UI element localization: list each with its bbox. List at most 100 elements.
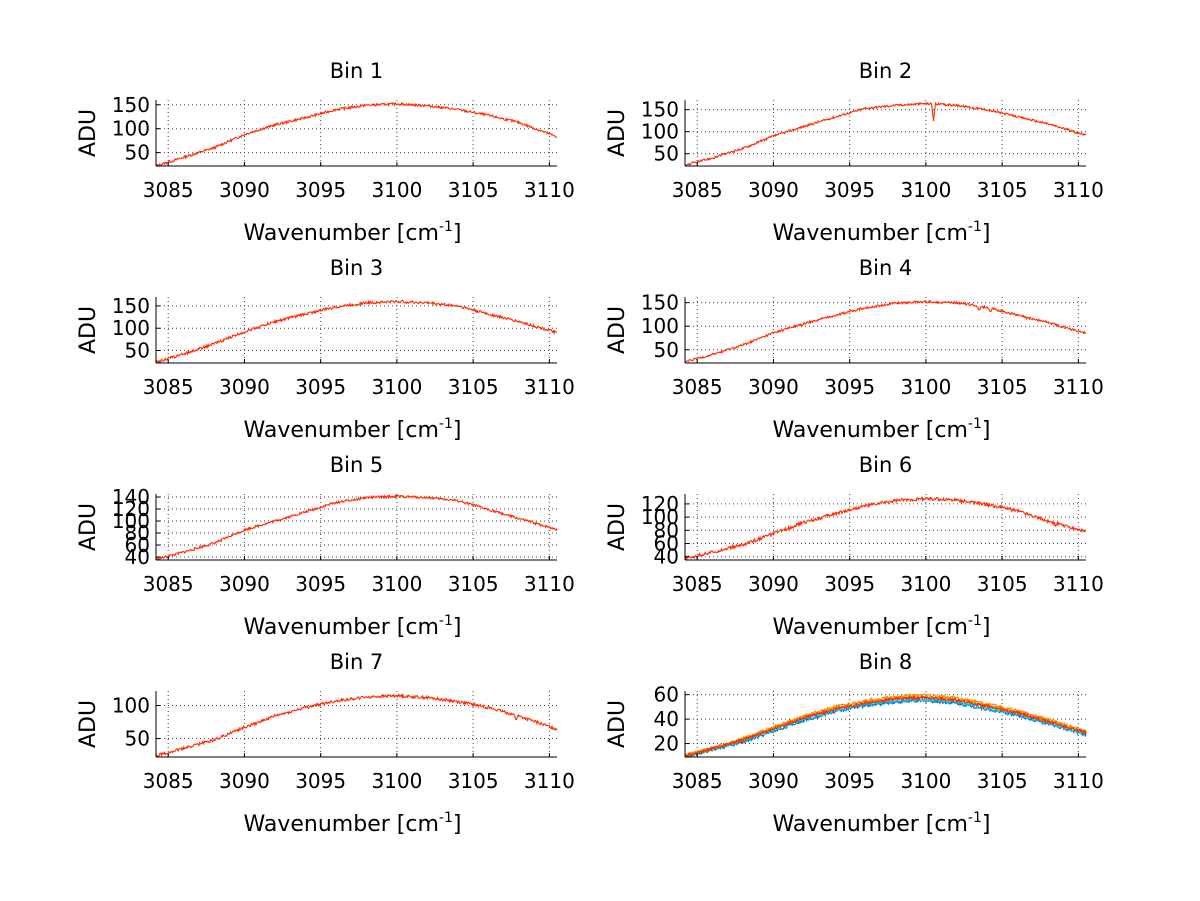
y-tick-label: 150 [112,93,150,117]
series-trace-b [684,696,1087,759]
x-tick-label: 3100 [371,375,422,399]
subplot-title: Bin 6 [859,453,913,477]
x-axis-label-end: ] [453,812,462,837]
x-tick-label: 3105 [448,572,499,596]
x-tick-label: 3110 [524,572,575,596]
x-tick-label: 3090 [748,178,799,202]
x-axis-label-exponent: -1 [439,416,453,432]
x-tick-label: 3110 [1053,572,1104,596]
y-tick-label: 50 [125,727,150,751]
x-tick-label: 3100 [371,178,422,202]
x-tick-label: 3085 [672,572,723,596]
y-axis-label: ADU [76,503,101,551]
x-axis-label-main: Wavenumber [cm [244,221,439,246]
x-tick-label: 3105 [977,572,1028,596]
x-tick-label: 3090 [219,178,270,202]
y-axis-label: ADU [605,109,630,157]
x-tick-label: 3100 [371,769,422,793]
series-trace [684,299,1087,363]
y-tick-label: 120 [641,492,679,516]
subplot-title: Bin 7 [330,650,384,674]
x-tick-label: 3110 [524,178,575,202]
y-axis-label: ADU [605,306,630,354]
series-trace-d [684,692,1087,758]
x-tick-label: 3090 [219,769,270,793]
subplot-bin-6: Bin 6 3085 3090 3095 3100 3105 3110 40608010012… [605,453,1104,640]
x-tick-label: 3110 [524,769,575,793]
x-tick-label: 3105 [977,375,1028,399]
subplot-title: Bin 5 [330,453,384,477]
y-tick-label: 80 [654,518,679,542]
y-axis-label: ADU [605,700,630,748]
x-tick-label: 3100 [900,375,951,399]
subplot-bin-5: Bin 5 3085 3090 3095 3100 3105 3110 40608010012… [76,453,575,640]
x-axis-label-exponent: -1 [968,219,982,235]
series-trace [684,495,1087,560]
x-tick-label: 3095 [295,178,346,202]
x-axis-label: Wavenumber [cm-1] [773,613,991,640]
y-tick-label: 100 [112,694,150,718]
x-axis-label-main: Wavenumber [cm [773,221,968,246]
series-trace-e [684,694,1087,759]
x-tick-label: 3105 [977,769,1028,793]
y-tick-label: 60 [125,533,150,557]
y-tick-label: 100 [641,120,679,144]
y-axis-label: ADU [76,700,101,748]
x-tick-label: 3105 [448,178,499,202]
x-axis-label-exponent: -1 [968,416,982,432]
series-trace [155,299,558,364]
x-axis-label-main: Wavenumber [cm [244,812,439,837]
y-tick-label: 80 [125,521,150,545]
subplot-title: Bin 3 [330,256,384,280]
x-tick-label: 3095 [824,572,875,596]
y-tick-label: 100 [112,117,150,141]
x-axis-label-exponent: -1 [968,613,982,629]
x-tick-label: 3100 [900,572,951,596]
y-tick-label: 100 [112,316,150,340]
x-axis-label-main: Wavenumber [cm [244,418,439,443]
x-tick-label: 3100 [900,178,951,202]
x-tick-label: 3095 [824,375,875,399]
y-tick-label: 40 [654,545,679,569]
y-tick-label: 60 [654,683,679,707]
subplot-title: Bin 2 [859,59,913,83]
x-tick-label: 3105 [448,375,499,399]
x-tick-label: 3100 [371,572,422,596]
series-trace [684,101,1086,167]
y-axis-label: ADU [605,503,630,551]
series-trace-c [684,694,1087,758]
x-tick-label: 3110 [1053,769,1104,793]
x-tick-label: 3090 [748,572,799,596]
x-axis-label: Wavenumber [cm-1] [773,219,991,246]
x-tick-label: 3085 [672,178,723,202]
x-tick-label: 3090 [219,375,270,399]
x-tick-label: 3085 [672,769,723,793]
y-tick-label: 150 [641,98,679,122]
x-tick-label: 3110 [524,375,575,399]
y-tick-label: 50 [125,141,150,165]
y-tick-label: 100 [641,314,679,338]
x-tick-label: 3085 [672,375,723,399]
x-axis-label-exponent: -1 [968,810,982,826]
y-tick-label: 100 [641,505,679,529]
x-tick-label: 3095 [824,178,875,202]
y-tick-label: 150 [641,291,679,315]
x-axis-label-end: ] [982,615,991,640]
subplot-title: Bin 1 [330,59,384,83]
y-tick-label: 140 [112,485,150,509]
x-tick-label: 3090 [748,769,799,793]
x-tick-label: 3085 [143,769,194,793]
x-tick-label: 3105 [448,769,499,793]
x-axis-label-exponent: -1 [439,810,453,826]
x-axis-label: Wavenumber [cm-1] [244,416,462,443]
x-axis-label-exponent: -1 [439,219,453,235]
series-trace [155,692,558,758]
series-trace [155,101,558,168]
x-axis-label-end: ] [453,615,462,640]
x-tick-label: 3095 [824,769,875,793]
x-tick-label: 3100 [900,769,951,793]
subplot-title: Bin 4 [859,256,913,280]
